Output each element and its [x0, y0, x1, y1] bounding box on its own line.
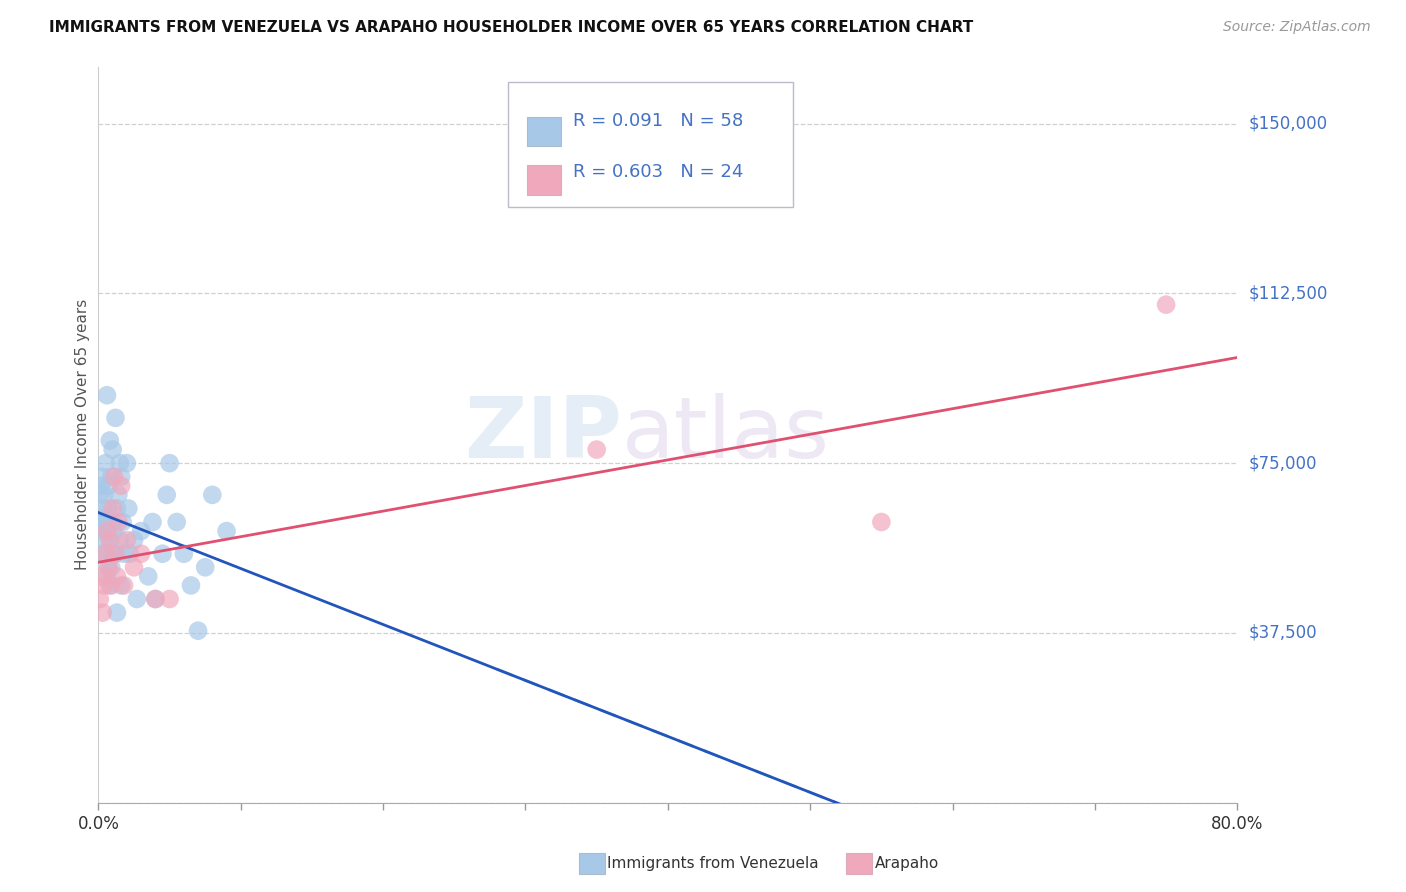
- Point: [107, 488, 129, 502]
- Point: [101, 547, 124, 561]
- Point: [173, 547, 195, 561]
- Point: [98, 578, 121, 592]
- Text: ZIP: ZIP: [464, 393, 623, 476]
- Point: [156, 488, 179, 502]
- Text: atlas: atlas: [623, 393, 831, 476]
- Point: [117, 501, 139, 516]
- Point: [110, 578, 132, 592]
- Text: Immigrants from Venezuela: Immigrants from Venezuela: [607, 856, 820, 871]
- Text: $150,000: $150,000: [1249, 114, 1327, 133]
- Point: [100, 578, 122, 592]
- Point: [129, 524, 152, 538]
- Point: [112, 547, 135, 561]
- Point: [100, 560, 122, 574]
- Point: [91, 606, 114, 620]
- Point: [98, 533, 121, 548]
- Point: [111, 515, 134, 529]
- Point: [91, 524, 114, 538]
- Point: [104, 410, 127, 425]
- FancyBboxPatch shape: [527, 117, 561, 146]
- Point: [105, 606, 128, 620]
- Point: [108, 533, 131, 548]
- Point: [93, 578, 115, 592]
- FancyBboxPatch shape: [527, 165, 561, 195]
- Point: [105, 501, 128, 516]
- Point: [89, 488, 111, 502]
- Y-axis label: Householder Income Over 65 years: Householder Income Over 65 years: [75, 299, 90, 571]
- Point: [91, 501, 114, 516]
- Point: [118, 547, 141, 561]
- Point: [104, 547, 127, 561]
- Text: R = 0.091   N = 58: R = 0.091 N = 58: [574, 112, 744, 129]
- Point: [96, 569, 118, 583]
- Point: [96, 388, 118, 402]
- Point: [215, 524, 238, 538]
- Point: [125, 592, 148, 607]
- Text: IMMIGRANTS FROM VENEZUELA VS ARAPAHO HOUSEHOLDER INCOME OVER 65 YEARS CORRELATIO: IMMIGRANTS FROM VENEZUELA VS ARAPAHO HOU…: [49, 20, 973, 35]
- Point: [90, 479, 112, 493]
- Point: [115, 456, 138, 470]
- Point: [141, 515, 163, 529]
- Point: [101, 442, 124, 457]
- Point: [1154, 298, 1177, 312]
- Point: [101, 515, 124, 529]
- Point: [122, 560, 145, 574]
- FancyBboxPatch shape: [509, 81, 793, 207]
- Point: [115, 533, 138, 548]
- Point: [100, 469, 122, 483]
- Point: [105, 569, 128, 583]
- Point: [94, 515, 117, 529]
- Point: [136, 569, 159, 583]
- Point: [94, 547, 117, 561]
- Text: $112,500: $112,500: [1249, 285, 1327, 302]
- Text: $75,000: $75,000: [1249, 454, 1317, 472]
- Point: [103, 524, 125, 538]
- Point: [96, 524, 118, 538]
- Point: [97, 501, 120, 516]
- Point: [101, 501, 124, 516]
- Point: [97, 479, 120, 493]
- Point: [97, 560, 120, 574]
- Point: [187, 624, 209, 638]
- Point: [110, 469, 132, 483]
- Point: [97, 560, 120, 574]
- Point: [112, 578, 135, 592]
- Point: [90, 547, 112, 561]
- Point: [159, 592, 181, 607]
- Point: [94, 547, 117, 561]
- Point: [93, 510, 115, 524]
- Point: [152, 547, 174, 561]
- Point: [166, 515, 188, 529]
- Point: [110, 479, 132, 493]
- Point: [93, 488, 115, 502]
- Point: [98, 533, 121, 548]
- Point: [107, 515, 129, 529]
- Text: Arapaho: Arapaho: [875, 856, 939, 871]
- Point: [98, 434, 121, 448]
- Point: [108, 456, 131, 470]
- Point: [90, 569, 112, 583]
- Point: [89, 515, 111, 529]
- Point: [93, 533, 115, 548]
- Point: [122, 533, 145, 548]
- Text: R = 0.603   N = 24: R = 0.603 N = 24: [574, 163, 744, 181]
- Point: [585, 442, 607, 457]
- Point: [870, 515, 893, 529]
- Text: Source: ZipAtlas.com: Source: ZipAtlas.com: [1223, 20, 1371, 34]
- Point: [104, 547, 127, 561]
- Point: [194, 560, 217, 574]
- Text: $37,500: $37,500: [1249, 624, 1317, 642]
- Point: [96, 524, 118, 538]
- Point: [145, 592, 167, 607]
- Point: [201, 488, 224, 502]
- Point: [159, 456, 181, 470]
- Point: [91, 469, 114, 483]
- Point: [180, 578, 202, 592]
- Point: [103, 469, 125, 483]
- Point: [129, 547, 152, 561]
- Point: [145, 592, 167, 607]
- Point: [94, 456, 117, 470]
- Point: [89, 592, 111, 607]
